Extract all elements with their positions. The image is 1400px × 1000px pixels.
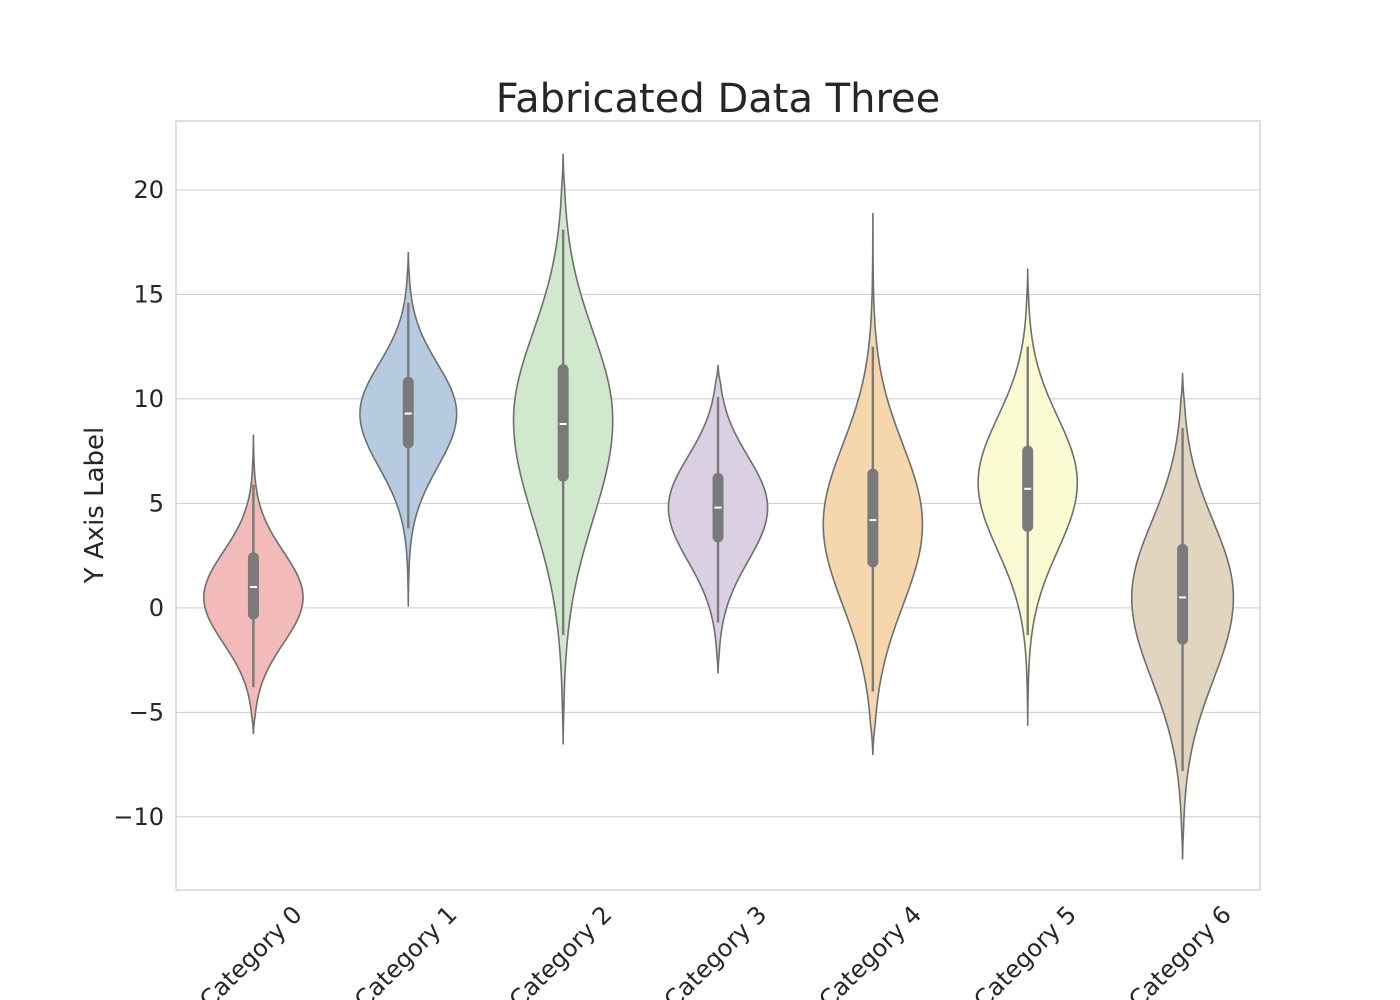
x-tick-labels: Category 0 Category 1 Category 2 Category 3… <box>194 900 1237 1000</box>
violin-0 <box>203 434 304 735</box>
x-tick-label: Category 4 <box>814 900 928 1000</box>
violin-5 <box>977 268 1079 726</box>
y-tick-label: 15 <box>133 280 164 308</box>
y-tick-label: −10 <box>113 803 164 831</box>
x-tick-label: Category 0 <box>194 900 308 1000</box>
y-tick-label: 0 <box>149 594 164 622</box>
y-axis-label: Y Axis Label <box>80 427 110 585</box>
x-tick-label: Category 3 <box>659 900 773 1000</box>
plot-frame <box>175 120 1261 891</box>
y-tick-label: 10 <box>133 385 164 413</box>
violins <box>203 153 1235 860</box>
violin-6 <box>1130 373 1235 860</box>
x-tick-label: Category 6 <box>1123 900 1237 1000</box>
y-tick-label: −5 <box>129 698 164 726</box>
x-tick-label: Category 2 <box>504 900 618 1000</box>
violin-2 <box>512 153 614 745</box>
y-tick-label: 5 <box>149 489 164 517</box>
chart-title: Fabricated Data Three <box>496 76 941 122</box>
x-tick-label: Category 1 <box>349 900 463 1000</box>
y-tick-label: 20 <box>133 176 164 204</box>
violin-1 <box>359 251 458 607</box>
y-tick-labels: −10 −5 0 5 10 15 20 <box>113 176 164 831</box>
violin-4 <box>822 212 924 755</box>
x-tick-label: Category 5 <box>968 900 1082 1000</box>
violin-3 <box>667 364 769 674</box>
